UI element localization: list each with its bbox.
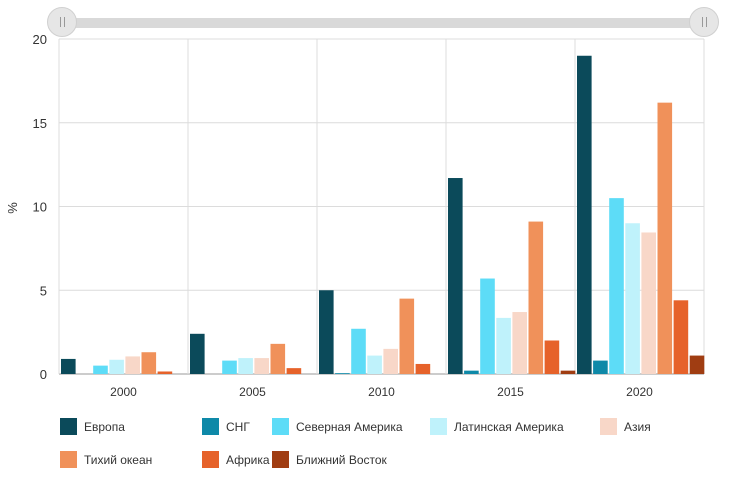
legend-swatch	[272, 418, 289, 435]
bar[interactable]	[286, 368, 302, 374]
legend-label: Африка	[226, 452, 270, 467]
bar[interactable]	[61, 358, 76, 374]
legend-swatch	[430, 418, 447, 435]
bar[interactable]	[319, 290, 334, 374]
bar[interactable]	[480, 278, 495, 374]
bar[interactable]	[109, 359, 124, 374]
legend-item[interactable]: Тихий океан	[60, 451, 152, 468]
bar[interactable]	[125, 356, 140, 374]
x-tick-label: 2020	[626, 385, 653, 399]
legend-swatch	[60, 418, 77, 435]
bar[interactable]	[399, 298, 415, 374]
y-tick-label: 0	[40, 367, 47, 382]
grid	[58, 38, 705, 375]
slider-handle-end[interactable]	[689, 7, 719, 37]
bar[interactable]	[625, 223, 640, 374]
bar[interactable]	[689, 355, 705, 374]
legend-swatch	[202, 451, 219, 468]
x-tick-label: 2010	[368, 385, 395, 399]
legend-swatch	[600, 418, 617, 435]
legend-item[interactable]: Латинская Америка	[430, 418, 564, 435]
legend-swatch	[60, 451, 77, 468]
bar[interactable]	[657, 102, 673, 375]
bar[interactable]	[335, 373, 350, 374]
y-axis-label: %	[5, 202, 20, 214]
bar[interactable]	[544, 340, 560, 375]
legend-swatch	[202, 418, 219, 435]
x-tick-label: 2005	[239, 385, 266, 399]
bar[interactable]	[673, 300, 689, 374]
bar[interactable]	[496, 317, 511, 374]
slider-handle-start[interactable]	[47, 7, 77, 37]
bar[interactable]	[270, 343, 286, 374]
bar[interactable]	[367, 355, 382, 374]
bar[interactable]	[528, 221, 544, 374]
legend-label: Северная Америка	[296, 419, 403, 434]
legend-label: Тихий океан	[84, 452, 153, 467]
y-tick-label: 10	[33, 200, 47, 215]
bar[interactable]	[190, 333, 205, 374]
legend-item[interactable]: Африка	[202, 451, 270, 468]
legend-label: Европа	[84, 419, 125, 434]
legend-label: Ближний Восток	[296, 452, 387, 467]
grip-icon	[59, 17, 65, 27]
bar[interactable]	[93, 365, 108, 374]
bar[interactable]	[222, 360, 237, 374]
bar[interactable]	[448, 178, 463, 374]
axes: 0 5 10 15 20 2000 2005 2010 2015 2020	[33, 32, 654, 399]
legend-label: СНГ	[226, 419, 250, 434]
legend-item[interactable]: СНГ	[202, 418, 250, 435]
legend-item[interactable]: Европа	[60, 418, 125, 435]
legend-item[interactable]: Северная Америка	[272, 418, 403, 435]
bar[interactable]	[512, 312, 527, 374]
bar[interactable]	[351, 328, 366, 374]
y-tick-label: 15	[33, 116, 47, 131]
y-tick-label: 20	[33, 32, 47, 47]
grip-icon	[701, 17, 707, 27]
legend-label: Азия	[624, 419, 651, 434]
legend-item[interactable]: Азия	[600, 418, 651, 435]
x-tick-label: 2015	[497, 385, 524, 399]
bar[interactable]	[383, 348, 398, 374]
legend-label: Латинская Америка	[454, 419, 564, 434]
legend-item[interactable]: Ближний Восток	[272, 451, 387, 468]
bar[interactable]	[593, 360, 608, 374]
year-range-slider[interactable]	[47, 7, 719, 39]
slider-track[interactable]	[57, 18, 709, 28]
bars	[61, 55, 705, 375]
bar[interactable]	[238, 358, 253, 374]
y-tick-label: 5	[40, 283, 47, 298]
legend-swatch	[272, 451, 289, 468]
bar[interactable]	[641, 232, 656, 374]
bar[interactable]	[254, 358, 269, 374]
bar[interactable]	[609, 198, 624, 374]
bar-chart: 0 5 10 15 20 2000 2005 2010 2015 2020 %	[5, 32, 705, 399]
bar[interactable]	[415, 363, 431, 374]
bar[interactable]	[577, 55, 592, 374]
x-tick-label: 2000	[110, 385, 137, 399]
bar[interactable]	[560, 370, 576, 374]
bar[interactable]	[157, 371, 173, 374]
bar[interactable]	[141, 352, 157, 374]
bar[interactable]	[464, 370, 479, 374]
